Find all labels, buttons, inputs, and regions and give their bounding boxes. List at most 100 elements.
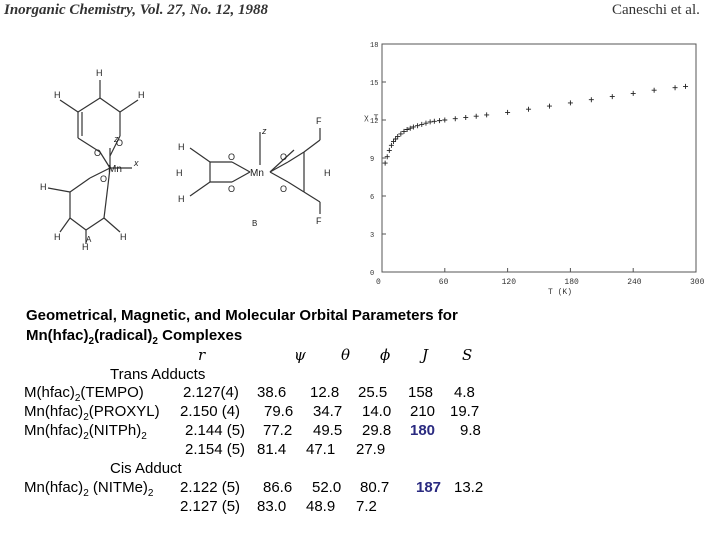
row-3-r: 2.154 (5) bbox=[185, 441, 246, 458]
atom-h-left: H bbox=[54, 90, 61, 100]
row-2-s: 9.8 bbox=[460, 422, 481, 439]
x-tick-label: 0 bbox=[376, 278, 381, 287]
data-point bbox=[431, 118, 437, 124]
data-points bbox=[382, 83, 689, 166]
mn-atom-a: Mn bbox=[108, 164, 122, 175]
row-4-s: 13.2 bbox=[454, 479, 484, 496]
row-1-psi: 79.6 bbox=[264, 403, 294, 420]
row-4-name: Mn(hfac)2 (NITMe)2 bbox=[24, 479, 154, 499]
atom-o-3: O bbox=[100, 174, 107, 184]
y-tick-label: 12 bbox=[370, 118, 378, 126]
table-caption: Geometrical, Magnetic, and Molecular Orb… bbox=[26, 306, 716, 347]
caption-line-1: Geometrical, Magnetic, and Molecular Orb… bbox=[26, 307, 458, 324]
x-axis-label: T (K) bbox=[548, 288, 572, 297]
row-1-phi: 14.0 bbox=[362, 403, 392, 420]
data-point bbox=[415, 123, 421, 129]
atom-h-b-l3: H bbox=[178, 194, 185, 204]
axis-z-a: z bbox=[113, 134, 119, 144]
row-1-name: Mn(hfac)2(PROXYL) bbox=[24, 403, 160, 423]
atom-h-right: H bbox=[138, 90, 145, 100]
data-point bbox=[630, 90, 636, 96]
col-header-j: J bbox=[422, 346, 429, 364]
y-tick-label: 6 bbox=[370, 194, 374, 202]
y-tick-label: 0 bbox=[370, 270, 374, 278]
chi-t-plot: 0 60 120 180 240 300 0 3 6 9 12 15 18 T (K) χ T bbox=[364, 42, 705, 297]
axis-z-b: z bbox=[261, 126, 267, 136]
label-b: B bbox=[252, 219, 257, 228]
y-ticks: 0 3 6 9 12 15 18 bbox=[370, 42, 386, 278]
atom-h-b2: H bbox=[82, 242, 89, 250]
structure-b-diagram: z H H H O O Mn O O F H F B bbox=[176, 116, 331, 228]
row-4-j: 187 bbox=[416, 479, 442, 496]
structure-a-diagram: H H H O O Mn x z H O H H H A bbox=[40, 68, 145, 250]
row-0-s: 4.8 bbox=[454, 384, 475, 401]
data-point bbox=[419, 121, 425, 127]
data-point bbox=[609, 94, 615, 100]
row-0-j: 158 bbox=[408, 384, 434, 401]
data-point bbox=[526, 106, 532, 112]
data-point bbox=[382, 160, 388, 166]
data-point bbox=[683, 83, 689, 89]
atom-o-b4: O bbox=[280, 184, 287, 194]
row-4-phi: 80.7 bbox=[360, 479, 390, 496]
cis-heading: Cis Adduct bbox=[110, 460, 182, 477]
row-0-phi: 25.5 bbox=[358, 384, 388, 401]
page-header: Inorganic Chemistry, Vol. 27, No. 12, 19… bbox=[0, 0, 720, 30]
row-4-r: 2.122 (5) bbox=[180, 479, 241, 496]
data-point bbox=[391, 139, 397, 145]
plot-frame bbox=[381, 43, 697, 273]
data-point bbox=[427, 119, 433, 125]
data-point bbox=[484, 112, 490, 118]
atom-h-b1: H bbox=[54, 232, 61, 242]
y-tick-label: 3 bbox=[370, 232, 374, 240]
col-header-phi: ϕ bbox=[380, 346, 391, 364]
data-point bbox=[404, 127, 410, 132]
data-point bbox=[473, 113, 479, 119]
data-point bbox=[410, 124, 416, 130]
atom-h-top: H bbox=[96, 68, 103, 78]
row-2-j: 180 bbox=[410, 422, 436, 439]
row-3-phi: 27.9 bbox=[356, 441, 386, 458]
x-tick-label: 60 bbox=[439, 278, 449, 287]
x-tick-label: 180 bbox=[564, 278, 579, 287]
row-5-r: 2.127 (5) bbox=[180, 498, 241, 515]
atom-o-2: O bbox=[94, 148, 101, 158]
y-tick-label: 18 bbox=[370, 42, 378, 50]
data-point bbox=[423, 120, 429, 126]
label-a: A bbox=[86, 235, 92, 244]
data-point bbox=[567, 100, 573, 106]
row-2-phi: 29.8 bbox=[362, 422, 392, 439]
row-1-j: 210 bbox=[410, 403, 436, 420]
row-1-r: 2.150 (4) bbox=[180, 403, 241, 420]
data-point bbox=[407, 125, 413, 131]
data-point bbox=[588, 97, 594, 103]
mn-atom-b: Mn bbox=[250, 168, 264, 179]
row-2-psi: 77.2 bbox=[263, 422, 293, 439]
atom-o-b1: O bbox=[228, 152, 235, 162]
axis-x-a: x bbox=[133, 158, 139, 168]
data-point bbox=[393, 136, 399, 142]
data-point bbox=[546, 103, 552, 109]
col-header-s: S bbox=[462, 346, 473, 364]
row-3-theta: 47.1 bbox=[306, 441, 336, 458]
x-tick-label: 120 bbox=[502, 278, 517, 287]
col-header-psi: ψ bbox=[294, 346, 306, 364]
y-axis-label: χ T bbox=[364, 114, 379, 123]
data-point bbox=[386, 147, 392, 153]
data-point bbox=[437, 118, 443, 124]
x-tick-label: 240 bbox=[627, 278, 642, 287]
row-2-theta: 49.5 bbox=[313, 422, 343, 439]
atom-o-b2: O bbox=[228, 184, 235, 194]
data-point bbox=[651, 87, 657, 93]
row-4-theta: 52.0 bbox=[312, 479, 342, 496]
col-header-r: r bbox=[198, 346, 206, 364]
x-tick-label: 300 bbox=[690, 278, 705, 287]
data-point bbox=[452, 116, 458, 122]
row-3-psi: 81.4 bbox=[257, 441, 287, 458]
row-2-name: Mn(hfac)2(NITPh)2 bbox=[24, 422, 147, 442]
trans-heading: Trans Adducts bbox=[110, 366, 206, 383]
row-0-theta: 12.8 bbox=[310, 384, 340, 401]
y-tick-label: 9 bbox=[370, 156, 374, 164]
row-0-r: 2.127(4) bbox=[183, 384, 239, 401]
atom-h-b-l1: H bbox=[178, 142, 185, 152]
